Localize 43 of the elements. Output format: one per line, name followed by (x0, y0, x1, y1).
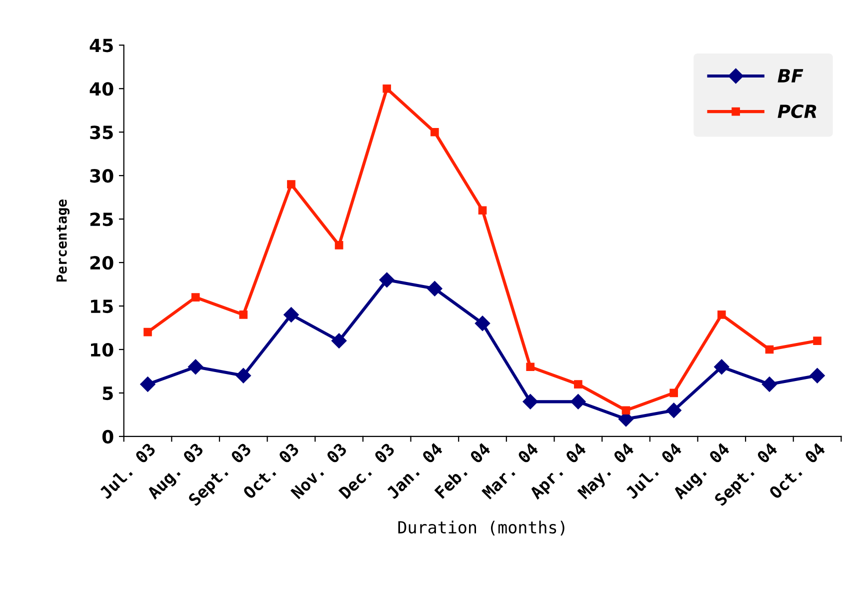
point (765, 345, 774, 354)
y-tick-label: 45 (90, 38, 113, 52)
y-tick-label: 20 (90, 256, 114, 270)
point (284, 307, 299, 322)
y-tick-label: 5 (102, 386, 113, 400)
point (379, 272, 394, 288)
y-tick-label: 15 (91, 300, 113, 314)
point (188, 359, 204, 374)
point (331, 333, 347, 348)
point (287, 180, 296, 188)
point (717, 310, 726, 319)
y-axis-title: Percentage (56, 200, 70, 282)
point (813, 336, 822, 345)
point (474, 316, 490, 331)
point (570, 394, 586, 410)
point (714, 359, 730, 374)
point (334, 240, 344, 250)
point (430, 128, 439, 136)
point (522, 394, 538, 410)
y-tick-label: 10 (91, 342, 114, 357)
point (427, 281, 442, 296)
point (810, 368, 825, 384)
legend-label: PCR (778, 104, 816, 118)
point (762, 376, 778, 392)
y-tick-label: 0 (102, 430, 114, 444)
y-tick-label: 40 (90, 82, 114, 96)
y-tick-label: 30 (90, 169, 114, 183)
point (144, 328, 152, 336)
point (140, 376, 156, 392)
point (526, 362, 534, 372)
legend-label: BF (778, 69, 804, 82)
point (236, 368, 251, 384)
y-tick-label: 35 (90, 126, 113, 140)
point (239, 310, 248, 319)
point (574, 380, 582, 388)
point (666, 402, 682, 418)
y-tick-label: 25 (90, 212, 113, 226)
point (382, 84, 392, 93)
x-axis-title: Duration (months) (398, 520, 564, 536)
point (478, 206, 487, 215)
point (670, 388, 678, 398)
point (191, 293, 200, 302)
point (622, 406, 630, 415)
